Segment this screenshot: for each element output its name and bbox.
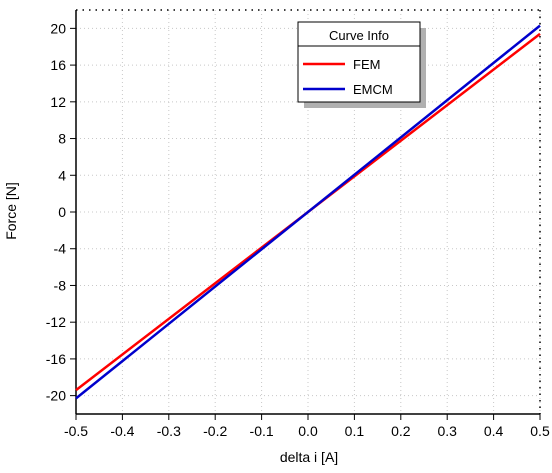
y-tick-label: 20 (50, 20, 66, 36)
legend-label-fem: FEM (353, 57, 380, 72)
y-tick-label: -8 (54, 277, 67, 293)
legend-label-emcm: EMCM (353, 82, 393, 97)
x-tick-label: -0.1 (250, 423, 274, 439)
series-line-emcm (75, 24, 541, 400)
series-layer (75, 24, 541, 400)
y-tick-label: 8 (58, 131, 66, 147)
y-tick-label: 16 (50, 57, 66, 73)
legend: Curve Info FEM EMCM (297, 21, 426, 108)
legend-title: Curve Info (329, 28, 389, 43)
y-tick-label: 4 (58, 167, 66, 183)
y-axis-label: Force [N] (3, 182, 19, 240)
x-tick-label: 0.1 (345, 423, 365, 439)
x-tick-label: -0.5 (64, 423, 88, 439)
x-axis-label: delta i [A] (280, 449, 338, 465)
y-tick-label: -20 (46, 388, 66, 404)
y-tick-label: 12 (50, 94, 66, 110)
y-tick-label: -12 (46, 314, 66, 330)
x-tick-label: 0.2 (391, 423, 411, 439)
ticks-layer: -0.5 -0.4 -0.3 -0.2 -0.1 0.0 0.1 0.2 0.3 0.4 0.5 -2… (46, 20, 550, 439)
y-tick-label: -4 (54, 241, 67, 257)
x-tick-label: 0.5 (530, 423, 550, 439)
y-tick-label: -16 (46, 351, 66, 367)
x-tick-label: 0.3 (437, 423, 457, 439)
x-tick-label: 0.0 (298, 423, 318, 439)
x-tick-label: -0.2 (203, 423, 227, 439)
x-tick-label: 0.4 (484, 423, 504, 439)
y-tick-label: 0 (58, 204, 66, 220)
x-tick-label: -0.4 (110, 423, 134, 439)
x-tick-label: -0.3 (157, 423, 181, 439)
